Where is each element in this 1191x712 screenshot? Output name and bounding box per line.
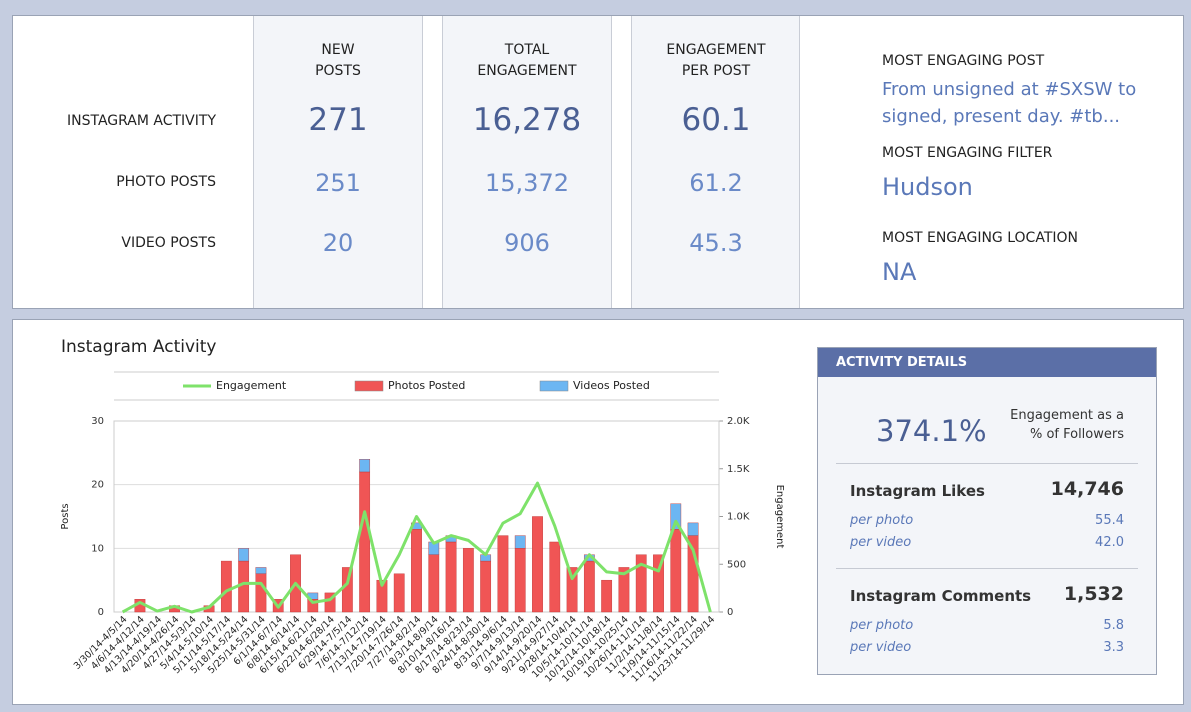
bar	[411, 529, 422, 613]
value: 20	[322, 229, 354, 257]
bar	[359, 471, 371, 613]
highlight-value: NA	[882, 258, 917, 286]
bar	[670, 529, 682, 613]
bar	[635, 554, 647, 613]
activity-panel: Instagram Activity Engagement Photos Post…	[12, 319, 1184, 705]
bar	[549, 541, 561, 613]
y-tick-label: 20	[91, 480, 104, 491]
column: TOTAL ENGAGEMENT 16,278 15,372 906	[442, 16, 612, 308]
y2-tick-label: 500	[727, 559, 746, 570]
y-tick-label: 30	[91, 416, 104, 427]
value: 45.3	[689, 229, 743, 257]
value: 251	[315, 169, 361, 197]
y2-tick-label: 1.5K	[727, 464, 750, 475]
bar	[566, 567, 578, 613]
separator	[836, 568, 1138, 569]
y-tick-label: 10	[91, 543, 104, 554]
bar	[238, 548, 250, 562]
row-label: per video	[850, 535, 912, 550]
bar	[670, 503, 682, 530]
row-labels: INSTAGRAM ACTIVITY PHOTO POSTS VIDEO POS…	[13, 16, 216, 308]
bar	[583, 560, 595, 613]
bar	[220, 560, 232, 613]
activity-details: ACTIVITY DETAILS 374.1% Engagement as a …	[817, 347, 1157, 675]
bar	[445, 541, 457, 613]
details-header: ACTIVITY DETAILS	[818, 348, 1156, 377]
column-header: TOTAL ENGAGEMENT	[477, 42, 577, 79]
group-title: Instagram Likes	[850, 482, 985, 500]
highlight-label: MOST ENGAGING LOCATION	[882, 230, 1078, 246]
bar	[324, 592, 336, 613]
legend-swatch	[539, 380, 569, 392]
group-title: Instagram Comments	[850, 587, 1032, 605]
separator	[836, 463, 1138, 464]
rate-caption: Engagement as a % of Followers	[1010, 408, 1124, 442]
row-label: per video	[850, 640, 912, 655]
rate: 374.1%	[876, 414, 987, 448]
bar	[393, 573, 405, 613]
bar	[514, 548, 526, 613]
row-label: per photo	[850, 513, 914, 528]
y2-axis-label: Engagement	[774, 485, 785, 549]
legend-label: Photos Posted	[388, 379, 465, 392]
value: 61.2	[689, 169, 743, 197]
bar	[514, 535, 526, 549]
bar	[601, 579, 613, 613]
column-header: NEW POSTS	[315, 42, 361, 79]
row-label: VIDEO POSTS	[121, 235, 216, 251]
group-total: 14,746	[1050, 478, 1124, 500]
group-total: 1,532	[1063, 583, 1124, 605]
bar	[687, 522, 699, 536]
column: NEW POSTS 271 251 20	[253, 16, 423, 308]
chart-title: Instagram Activity	[61, 337, 216, 357]
bar	[255, 573, 267, 613]
value: 60.1	[681, 102, 751, 138]
bar	[428, 554, 440, 613]
y2-tick-label: 1.0K	[727, 512, 750, 523]
value: 16,278	[472, 102, 582, 138]
bar	[618, 567, 630, 613]
bar	[532, 516, 543, 613]
y-axis-label: Posts	[60, 503, 71, 529]
legend-label: Videos Posted	[573, 379, 650, 392]
column: ENGAGEMENT PER POST 60.1 61.2 45.3	[631, 16, 800, 308]
bar	[255, 567, 267, 575]
highlight-label: MOST ENGAGING FILTER	[882, 145, 1053, 161]
highlight-label: MOST ENGAGING POST	[882, 53, 1045, 69]
legend-swatch	[354, 380, 384, 392]
bar	[480, 560, 492, 613]
value: 906	[504, 229, 550, 257]
bar	[653, 554, 664, 613]
bar	[497, 535, 509, 613]
row-label: PHOTO POSTS	[116, 174, 216, 190]
y2-tick-label: 0	[727, 607, 733, 618]
legend-label: Engagement	[216, 379, 287, 392]
highlight-value: From unsigned at #SXSW to signed, presen…	[882, 79, 1137, 127]
y2-tick-label: 2.0K	[727, 416, 750, 427]
column-header: ENGAGEMENT PER POST	[666, 42, 766, 79]
value: 15,372	[485, 169, 569, 197]
row-value: 5.8	[1103, 618, 1124, 633]
row-value: 42.0	[1095, 535, 1124, 550]
row-label: INSTAGRAM ACTIVITY	[67, 113, 216, 129]
y-tick-label: 0	[98, 607, 104, 618]
summary-panel: INSTAGRAM ACTIVITY PHOTO POSTS VIDEO POS…	[12, 15, 1184, 309]
row-label: per photo	[850, 618, 914, 633]
row-value: 3.3	[1103, 640, 1124, 655]
bar	[359, 458, 371, 473]
value: 271	[308, 102, 368, 138]
bar	[462, 548, 474, 613]
row-value: 55.4	[1095, 513, 1124, 528]
highlight-value: Hudson	[882, 173, 973, 201]
line	[121, 481, 712, 614]
chart: Instagram Activity Engagement Photos Post…	[60, 337, 785, 685]
